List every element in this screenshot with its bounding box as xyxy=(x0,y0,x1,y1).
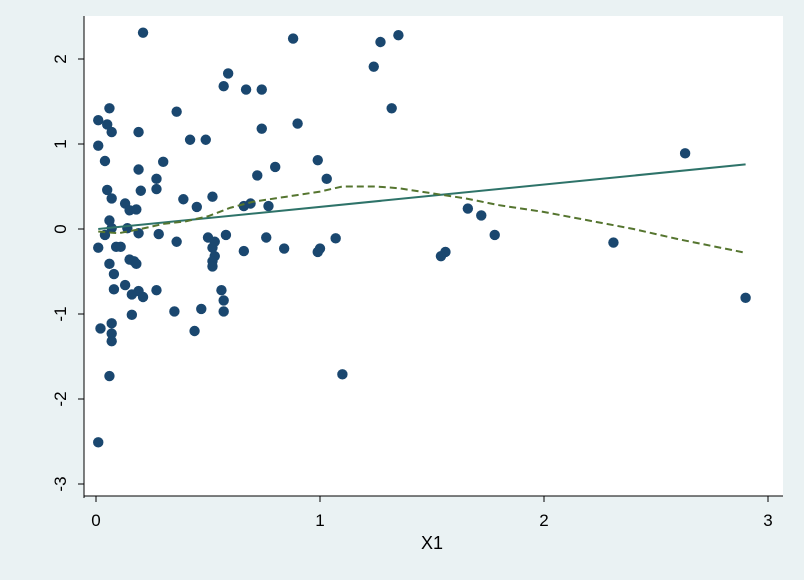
scatter-point xyxy=(321,173,332,185)
scatter-point xyxy=(312,154,323,166)
scatter-point xyxy=(151,173,162,185)
scatter-point xyxy=(158,156,169,168)
scatter-point xyxy=(256,84,267,95)
plot-area xyxy=(84,16,783,496)
scatter-point xyxy=(126,309,138,321)
scatter-point xyxy=(216,285,227,296)
scatter-point xyxy=(106,193,117,204)
scatter-point xyxy=(106,318,117,329)
scatter-point xyxy=(222,68,234,79)
x-tick-label: 0 xyxy=(91,511,100,530)
x-tick-label: 2 xyxy=(539,511,548,530)
y-tick-label: 0 xyxy=(51,224,70,233)
scatter-point xyxy=(151,183,162,195)
scatter-point xyxy=(368,61,379,72)
scatter-point xyxy=(106,328,117,339)
scatter-point xyxy=(287,33,299,44)
scatter-point xyxy=(135,185,146,196)
scatter-point xyxy=(245,198,256,209)
scatter-point xyxy=(462,203,474,214)
scatter-point xyxy=(102,119,113,130)
scatter-point xyxy=(207,261,218,272)
scatter-point xyxy=(196,303,207,315)
x-tick-label: 1 xyxy=(315,511,324,530)
scatter-point xyxy=(151,285,162,296)
scatter-point xyxy=(263,200,274,212)
scatter-point xyxy=(178,194,189,205)
scatter-point xyxy=(740,292,751,304)
scatter-point xyxy=(171,236,182,247)
scatter-point xyxy=(261,232,272,243)
scatter-point xyxy=(169,306,180,317)
scatter-point xyxy=(137,291,149,303)
scatter-point xyxy=(93,140,104,151)
scatter-point xyxy=(312,246,323,258)
y-tick-label: 1 xyxy=(51,139,70,148)
scatter-point xyxy=(393,30,404,41)
scatter-point xyxy=(270,161,281,173)
scatter-point xyxy=(608,237,619,248)
scatter-point xyxy=(218,81,229,92)
scatter-point xyxy=(337,369,348,380)
scatter-point xyxy=(115,241,126,253)
scatter-point xyxy=(119,279,131,291)
scatter-point xyxy=(106,126,117,138)
fit-line xyxy=(98,163,746,230)
scatter-point xyxy=(104,370,115,382)
scatter-point xyxy=(108,284,120,295)
scatter-point xyxy=(131,258,142,270)
y-tick-label: -3 xyxy=(51,476,70,491)
scatter-point xyxy=(476,210,487,221)
scatter-point xyxy=(679,148,691,159)
scatter-point xyxy=(207,191,218,202)
scatter-point xyxy=(375,36,386,48)
chart-axes: -3 -2 -1 0 1 2 0 1 2 3 xyxy=(51,16,783,530)
scatter-point xyxy=(240,84,252,95)
scatter-point xyxy=(104,258,115,270)
scatter-point xyxy=(292,118,303,129)
scatter-point xyxy=(200,134,211,145)
y-tick-label: 2 xyxy=(51,54,70,63)
scatter-point xyxy=(137,27,149,38)
scatter-point xyxy=(191,201,202,213)
x-tick-label: 3 xyxy=(763,511,772,530)
scatter-point xyxy=(218,306,229,317)
scatter-point xyxy=(256,123,267,134)
scatter-point xyxy=(171,106,182,117)
scatter-point xyxy=(189,325,200,337)
y-tick-label: -2 xyxy=(51,391,70,406)
scatter-point xyxy=(435,251,447,262)
scatter-point xyxy=(95,323,106,334)
chart-marks xyxy=(93,27,751,448)
scatter-point xyxy=(238,245,250,257)
scatter-point xyxy=(184,134,196,145)
scatter-point xyxy=(207,242,218,253)
scatter-point xyxy=(102,184,113,196)
scatter-point xyxy=(489,229,500,241)
scatter-point xyxy=(93,437,104,448)
scatter-point xyxy=(93,242,104,253)
scatter-point xyxy=(153,228,164,240)
scatter-point xyxy=(330,233,341,244)
scatter-point xyxy=(108,268,120,280)
scatter-point xyxy=(386,103,397,114)
scatter-point xyxy=(218,295,229,306)
scatter-point xyxy=(131,204,142,215)
scatter-point xyxy=(133,164,144,175)
scatter-point xyxy=(252,170,263,181)
scatter-point xyxy=(106,336,117,347)
scatter-point xyxy=(126,289,138,300)
scatter-point xyxy=(93,115,104,126)
scatter-point xyxy=(220,229,232,241)
y-tick-label: -1 xyxy=(51,306,70,321)
scatter-point xyxy=(99,155,111,167)
scatter-point xyxy=(104,103,115,114)
scatter-point xyxy=(133,126,144,138)
x-axis-title: X1 xyxy=(421,533,443,553)
scatter-point xyxy=(278,243,290,254)
